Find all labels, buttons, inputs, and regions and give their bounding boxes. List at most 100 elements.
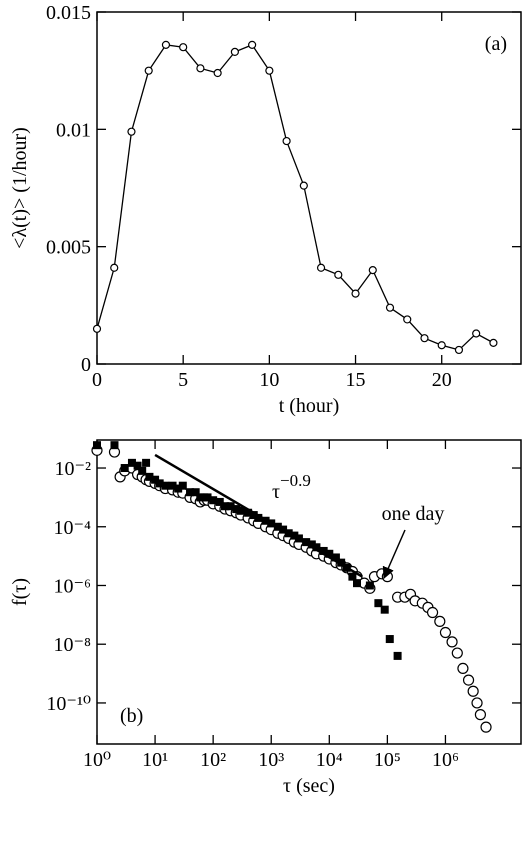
x-tick-label: 0 (92, 369, 102, 391)
data-point (385, 303, 395, 312)
data-point (213, 68, 222, 78)
y-tick-label: 10⁻¹⁰ (46, 693, 91, 715)
square-point (203, 493, 212, 502)
data-point (472, 329, 481, 338)
square-point (365, 581, 374, 590)
y-tick-label: 0.005 (46, 237, 91, 259)
square-point (215, 497, 224, 506)
square-point (393, 651, 402, 660)
y-axis-label: f(τ) (9, 578, 31, 606)
square-point (186, 488, 195, 497)
one-day-arrow (382, 529, 406, 580)
square-point (325, 549, 334, 558)
square-point (312, 543, 321, 552)
square-point (145, 472, 154, 481)
square-point (191, 488, 200, 497)
square-point (221, 502, 230, 511)
square-point (161, 481, 170, 490)
circle-point (457, 662, 469, 675)
data-point (437, 341, 446, 350)
data-point (161, 40, 171, 49)
square-point (178, 481, 187, 490)
x-axis-label: τ (sec) (283, 775, 335, 797)
square-point (168, 481, 177, 490)
x-tick-label: 10² (200, 749, 226, 771)
data-point (230, 47, 239, 56)
x-tick-label: 15 (346, 369, 366, 391)
square-point (174, 484, 183, 493)
data-point (248, 40, 257, 49)
square-point (337, 558, 346, 567)
square-point (120, 464, 129, 473)
circle-point (446, 636, 458, 648)
x-tick-label: 10⁵ (374, 749, 401, 771)
square-point (374, 599, 383, 608)
x-tick-label: 10⁴ (316, 749, 343, 771)
x-tick-label: 10¹ (142, 749, 168, 771)
circle-point (439, 626, 452, 639)
square-point (249, 511, 258, 520)
square-point (244, 508, 253, 517)
circle-point (467, 685, 479, 697)
square-point (209, 496, 218, 505)
circle-point (426, 606, 439, 619)
square-point (142, 458, 151, 467)
panel-label: (b) (120, 705, 143, 727)
x-tick-label: 5 (178, 369, 188, 391)
data-point (368, 266, 377, 275)
square-point (232, 505, 241, 514)
power-law-label: τ−0.9 (272, 471, 311, 503)
y-tick-label: 10⁻² (54, 458, 91, 480)
circle-point (471, 697, 483, 709)
power-law-exponent: −0.9 (280, 471, 311, 490)
one-day-label: one day (382, 503, 445, 525)
y-tick-label: 0 (81, 354, 91, 376)
square-point (353, 579, 362, 588)
y-tick-label: 0.015 (46, 2, 91, 24)
square-point (138, 466, 147, 475)
square-point (302, 538, 311, 547)
circle-point (462, 674, 475, 686)
data-point (179, 43, 188, 52)
data-point (489, 338, 498, 347)
square-point (236, 506, 245, 515)
circle-point (474, 709, 487, 721)
data-point (334, 270, 343, 279)
data-line (96, 44, 494, 351)
data-point (299, 181, 308, 190)
data-point (282, 136, 291, 146)
square-point (110, 441, 119, 450)
square-point (254, 513, 263, 522)
data-point (196, 64, 205, 73)
data-point (316, 263, 326, 272)
power-law-line (154, 453, 363, 578)
data-point (110, 263, 119, 272)
y-tick-label: 10⁻⁸ (53, 634, 91, 656)
plot-frame (96, 11, 522, 365)
square-point (226, 502, 235, 511)
x-tick-label: 10 (259, 369, 279, 391)
data-point (454, 345, 464, 355)
x-tick-label: 10⁰ (83, 749, 111, 771)
y-tick-label: 0.01 (56, 119, 91, 141)
square-point (155, 479, 164, 488)
y-tick-label: 10⁻⁶ (53, 575, 91, 597)
circle-point (480, 721, 492, 733)
square-point (151, 475, 160, 484)
data-point (265, 66, 274, 75)
power-law-base: τ (272, 481, 280, 503)
x-tick-label: 20 (432, 369, 452, 391)
square-point (331, 553, 340, 562)
data-point (127, 127, 136, 136)
data-point (92, 324, 102, 333)
square-point (133, 461, 142, 470)
x-tick-label: 10³ (258, 749, 284, 771)
square-point (319, 546, 328, 555)
y-axis-label: <λ(t)> (1/hour) (9, 127, 31, 249)
square-point (385, 635, 394, 644)
square-point (307, 540, 316, 549)
square-point (127, 458, 136, 467)
data-point (403, 315, 412, 324)
plot-frame (96, 439, 522, 745)
square-point (348, 572, 357, 581)
